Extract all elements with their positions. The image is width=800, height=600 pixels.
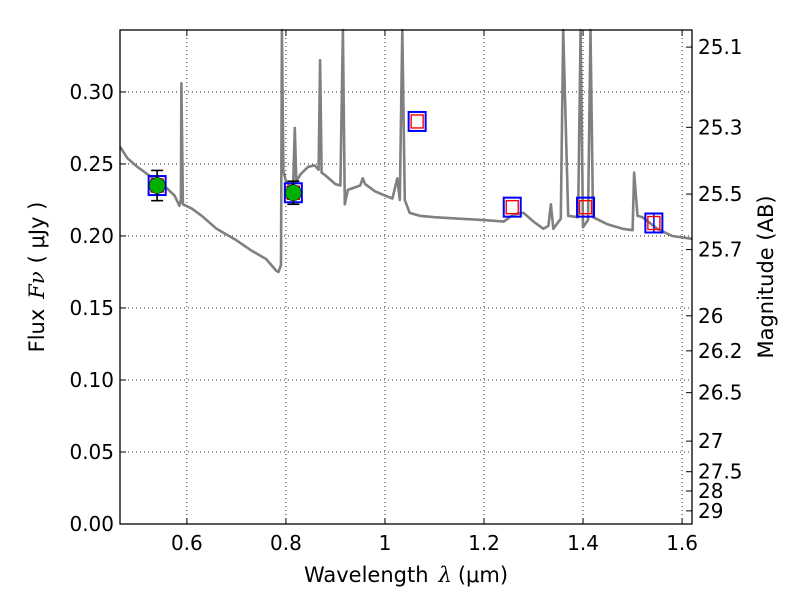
model-phot-marker-inner (505, 199, 519, 215)
data-points (147, 110, 664, 234)
model-phot-marker-inner (410, 114, 424, 129)
mag-tick-label: 25.1 (698, 35, 743, 59)
y-tick-label: 0.25 (69, 152, 114, 176)
grid (120, 30, 692, 525)
mag-tick-label: 25.5 (698, 182, 743, 206)
observed-flux-point (148, 177, 166, 194)
y-tick-label: 0.00 (69, 512, 114, 536)
y-axis-label: FluxFν( μJy ) (25, 202, 49, 353)
mag-tick-label: 29 (698, 499, 723, 523)
mag-tick-label: 26.2 (698, 339, 743, 363)
y2-axis-label: Magnitude (AB) (754, 195, 778, 358)
x-axis-label: Wavelength λ (μm) (304, 563, 508, 587)
x-tick-label: 1.6 (666, 531, 698, 555)
model-phot-marker-inner (578, 199, 593, 215)
y-tick-label: 0.15 (69, 296, 114, 320)
model-phot-marker-inner (647, 215, 661, 231)
x-tick-label: 0.8 (270, 531, 302, 555)
x-tick-label: 1.2 (468, 531, 500, 555)
mag-tick-label: 25.3 (698, 115, 743, 139)
axis-ticks: 0.6 0.8 1 1.2 1.4 1.6 0.00 0.05 0.10 0.15 0.20 0.25… (69, 30, 743, 555)
y-tick-label: 0.10 (69, 368, 114, 392)
model-phot-marker-outer (407, 110, 427, 132)
y-tick-label: 0.20 (69, 224, 114, 248)
observed-flux-point (285, 184, 302, 202)
model-phot-marker-outer (576, 196, 596, 218)
y-tick-label: 0.30 (69, 80, 114, 104)
mag-tick-label: 27 (698, 429, 723, 453)
model-spectrum (118, 28, 693, 274)
mag-tick-label: 25.7 (698, 238, 743, 262)
y-tick-label: 0.05 (69, 440, 114, 464)
plot-frame (119, 29, 693, 525)
axes-frame (119, 29, 693, 525)
x-tick-label: 1.4 (567, 531, 599, 555)
model-sed-line (118, 28, 693, 274)
mag-tick-label: 27.5 (698, 460, 743, 484)
x-tick-label: 1 (379, 531, 392, 555)
x-tick-label: 0.6 (171, 531, 203, 555)
model-phot-marker-outer (502, 196, 522, 218)
model-phot-marker-outer (644, 212, 664, 234)
mag-tick-label: 26.5 (698, 381, 743, 405)
mag-tick-label: 28 (698, 479, 723, 503)
mag-tick-label: 26 (698, 304, 723, 328)
